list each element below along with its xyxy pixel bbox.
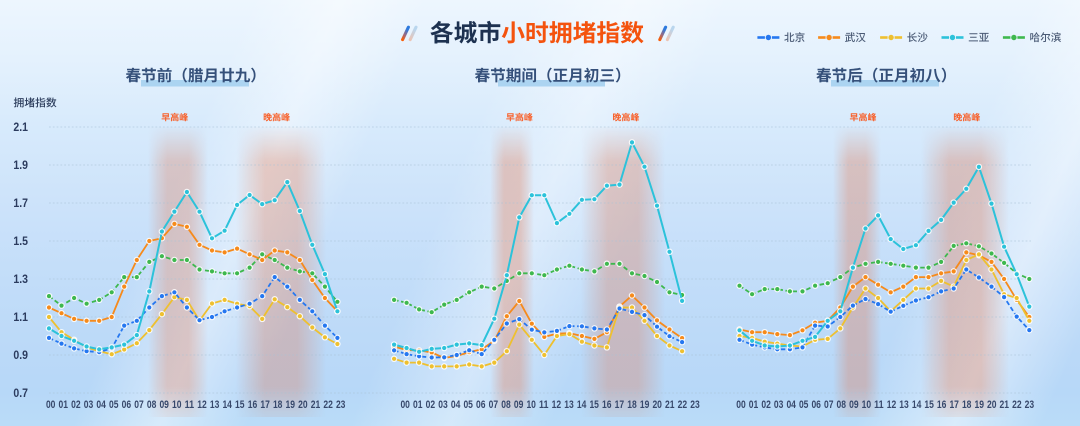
svg-text:15: 15: [924, 399, 934, 411]
svg-text:02: 02: [71, 399, 81, 411]
svg-text:01: 01: [749, 399, 759, 411]
svg-text:23: 23: [690, 399, 700, 411]
svg-text:23: 23: [336, 399, 346, 411]
svg-text:1.1: 1.1: [13, 310, 28, 324]
svg-text:23: 23: [1025, 399, 1035, 411]
svg-text:10: 10: [172, 399, 182, 411]
svg-text:00: 00: [400, 399, 410, 411]
svg-text:0.7: 0.7: [13, 386, 28, 400]
svg-text:17: 17: [260, 399, 270, 411]
svg-text:1.3: 1.3: [13, 272, 28, 286]
svg-text:19: 19: [286, 399, 296, 411]
svg-text:12: 12: [887, 399, 897, 411]
svg-text:22: 22: [678, 399, 688, 411]
svg-text:17: 17: [615, 399, 625, 411]
svg-text:13: 13: [899, 399, 909, 411]
svg-text:14: 14: [222, 399, 232, 411]
svg-text:20: 20: [652, 399, 662, 411]
svg-text:06: 06: [476, 399, 486, 411]
svg-text:08: 08: [837, 399, 847, 411]
svg-text:18: 18: [273, 399, 283, 411]
svg-text:14: 14: [577, 399, 587, 411]
svg-text:04: 04: [96, 399, 106, 411]
svg-text:14: 14: [912, 399, 922, 411]
svg-text:09: 09: [514, 399, 524, 411]
svg-text:06: 06: [122, 399, 132, 411]
svg-text:2.1: 2.1: [13, 120, 28, 134]
svg-text:07: 07: [489, 399, 499, 411]
svg-text:08: 08: [147, 399, 157, 411]
svg-text:16: 16: [937, 399, 947, 411]
svg-text:18: 18: [627, 399, 637, 411]
svg-text:21: 21: [311, 399, 321, 411]
svg-text:07: 07: [134, 399, 144, 411]
svg-text:13: 13: [210, 399, 220, 411]
svg-text:04: 04: [786, 399, 796, 411]
svg-text:00: 00: [736, 399, 746, 411]
svg-text:07: 07: [824, 399, 834, 411]
svg-text:01: 01: [59, 399, 69, 411]
svg-text:02: 02: [761, 399, 771, 411]
svg-text:12: 12: [552, 399, 562, 411]
svg-text:10: 10: [862, 399, 872, 411]
svg-text:02: 02: [426, 399, 436, 411]
svg-text:20: 20: [298, 399, 308, 411]
svg-text:16: 16: [248, 399, 258, 411]
svg-text:04: 04: [451, 399, 461, 411]
svg-text:19: 19: [975, 399, 985, 411]
svg-text:22: 22: [1012, 399, 1022, 411]
svg-text:13: 13: [564, 399, 574, 411]
svg-text:10: 10: [526, 399, 536, 411]
svg-text:01: 01: [413, 399, 423, 411]
svg-text:05: 05: [109, 399, 119, 411]
svg-text:11: 11: [539, 399, 549, 411]
svg-text:21: 21: [1000, 399, 1010, 411]
svg-text:1.9: 1.9: [13, 158, 28, 172]
svg-text:08: 08: [501, 399, 511, 411]
svg-text:21: 21: [665, 399, 675, 411]
svg-text:03: 03: [84, 399, 94, 411]
svg-text:05: 05: [799, 399, 809, 411]
svg-text:19: 19: [640, 399, 650, 411]
svg-text:06: 06: [811, 399, 821, 411]
svg-text:1.7: 1.7: [13, 196, 28, 210]
svg-text:0.9: 0.9: [13, 348, 28, 362]
svg-text:16: 16: [602, 399, 612, 411]
svg-text:11: 11: [185, 399, 195, 411]
svg-text:15: 15: [589, 399, 599, 411]
svg-text:09: 09: [159, 399, 169, 411]
svg-text:05: 05: [463, 399, 473, 411]
svg-text:18: 18: [962, 399, 972, 411]
svg-text:00: 00: [46, 399, 56, 411]
svg-text:09: 09: [849, 399, 859, 411]
svg-text:17: 17: [949, 399, 959, 411]
svg-text:15: 15: [235, 399, 245, 411]
svg-text:03: 03: [438, 399, 448, 411]
svg-text:12: 12: [197, 399, 207, 411]
svg-text:11: 11: [874, 399, 884, 411]
svg-text:1.5: 1.5: [13, 234, 28, 248]
svg-text:20: 20: [987, 399, 997, 411]
svg-text:22: 22: [323, 399, 333, 411]
svg-text:03: 03: [774, 399, 784, 411]
